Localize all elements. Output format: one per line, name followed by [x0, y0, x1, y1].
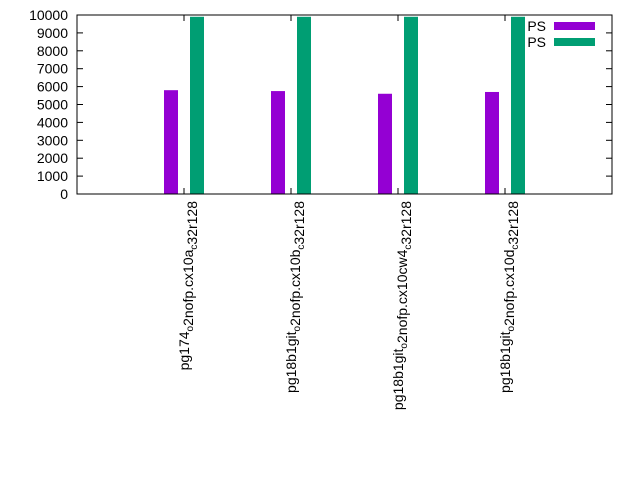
legend-label-series-1: PS [527, 18, 546, 34]
x-category-label-text: pg174o2nofp.cx10ac32r128 [176, 201, 200, 371]
bar-series-2 [404, 16, 418, 195]
x-category-label: pg18b1gito2nofp.cx10cw4c32r128 [390, 201, 414, 410]
bars [164, 16, 525, 195]
legend-swatch-series-1 [554, 22, 595, 30]
x-category-label-text: pg18b1gito2nofp.cx10cw4c32r128 [390, 201, 414, 410]
x-category-label-text: pg18b1gito2nofp.cx10dc32r128 [497, 201, 521, 393]
y-tick-label: 0 [60, 186, 68, 202]
bar-series-1 [485, 91, 499, 194]
y-tick-label: 9000 [37, 25, 68, 41]
x-category-label: pg18b1gito2nofp.cx10dc32r128 [497, 201, 521, 393]
y-tick-label: 5000 [37, 97, 68, 113]
x-axis: pg174o2nofp.cx10ac32r128 pg18b1gito2nofp.… [176, 15, 521, 410]
y-tick-label: 3000 [37, 132, 68, 148]
y-tick-label: 2000 [37, 150, 68, 166]
bar-series-2 [190, 16, 204, 195]
y-tick-label: 4000 [37, 114, 68, 130]
y-tick-label: 1000 [37, 168, 68, 184]
legend-swatch-series-2 [554, 38, 595, 46]
bar-series-2 [297, 16, 311, 195]
bar-series-1 [164, 90, 178, 194]
x-category-label-text: pg18b1gito2nofp.cx10bc32r128 [283, 201, 307, 393]
plot-frame [76, 14, 613, 195]
y-tick-label: 7000 [37, 61, 68, 77]
bar-series-1 [378, 93, 392, 194]
y-tick-label: 10000 [29, 7, 68, 23]
legend-label-series-2: PS [527, 34, 546, 50]
y-tick-label: 6000 [37, 79, 68, 95]
bar-series-1 [271, 91, 285, 194]
y-tick-label: 8000 [37, 43, 68, 59]
bar-series-2 [511, 16, 525, 195]
x-category-label: pg18b1gito2nofp.cx10bc32r128 [283, 201, 307, 393]
x-category-label: pg174o2nofp.cx10ac32r128 [176, 201, 200, 371]
